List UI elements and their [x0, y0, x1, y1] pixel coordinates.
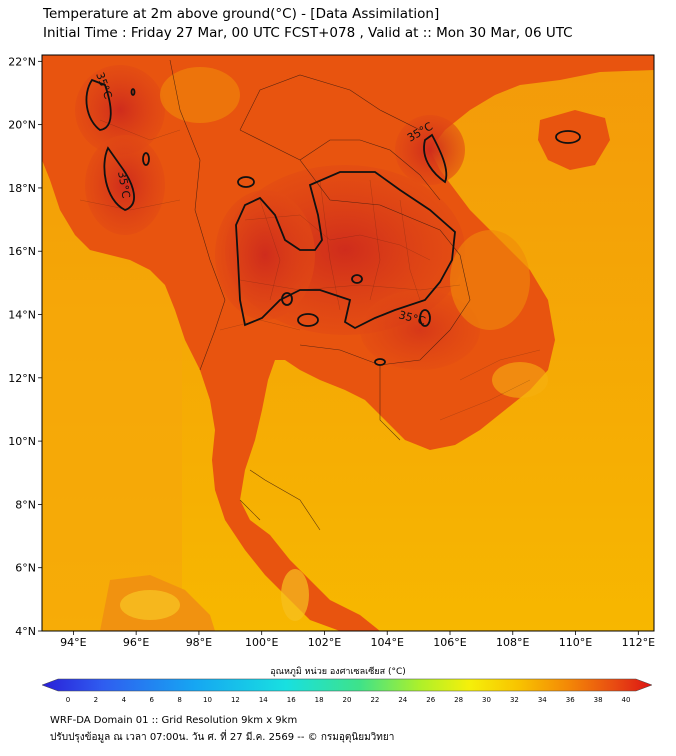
colorbar-tick-label: 18	[315, 696, 324, 704]
lon-tick-label: 110°E	[559, 636, 592, 649]
colorbar-tick-label: 12	[231, 696, 240, 704]
lon-tick-label: 112°E	[622, 636, 655, 649]
lon-tick-label: 94°E	[60, 636, 86, 649]
contour-35c	[85, 78, 581, 366]
colorbar-tick-label: 22	[370, 696, 379, 704]
lon-tick-label: 100°E	[245, 636, 278, 649]
lat-tick-label: 16°N	[8, 245, 36, 258]
lat-tick-label: 22°N	[8, 55, 36, 68]
lat-tick-label: 12°N	[8, 372, 36, 385]
colorbar-tick-label: 40	[622, 696, 631, 704]
lat-tick-label: 6°N	[15, 562, 36, 575]
lon-tick-label: 104°E	[371, 636, 404, 649]
lat-tick-label: 8°N	[15, 498, 36, 511]
lat-tick-label: 14°N	[8, 309, 36, 322]
colorbar-tick-label: 34	[538, 696, 547, 704]
colorbar-tick-label: 36	[566, 696, 575, 704]
lon-tick-label: 106°E	[433, 636, 466, 649]
colorbar-tick-label: 6	[149, 696, 154, 704]
lon-tick-label: 98°E	[186, 636, 212, 649]
colorbar-tick-label: 2	[94, 696, 98, 704]
colorbar-tick-label: 24	[398, 696, 407, 704]
map-frame	[41, 54, 655, 632]
contour-label: 35°C	[115, 170, 133, 199]
footer-update-info: ปรับปรุงข้อมูล ณ เวลา 07:00น. วัน ศ. ที่…	[50, 732, 395, 743]
colorbar-tick-label: 32	[510, 696, 519, 704]
lat-tick-label: 4°N	[15, 625, 36, 638]
colorbar-tick-label: 16	[287, 696, 296, 704]
lat-tick-label: 10°N	[8, 435, 36, 448]
temperature-map: 35°C 35°C 35°C 35°C 94°E 96°E 98°E 100°E 102…	[8, 54, 655, 704]
hainan	[538, 110, 610, 170]
colorbar-tick-label: 30	[482, 696, 491, 704]
lat-tick-label: 20°N	[8, 119, 36, 132]
landmass	[42, 55, 654, 631]
lon-tick-label: 108°E	[496, 636, 529, 649]
colorbar-tick-label: 4	[122, 696, 127, 704]
colorbar-tick-label: 8	[177, 696, 181, 704]
country-borders	[169, 59, 471, 531]
colorbar-tick-label: 38	[594, 696, 603, 704]
lat-tick-label: 18°N	[8, 182, 36, 195]
lon-tick-label: 96°E	[123, 636, 149, 649]
colorbar-tick-label: 10	[203, 696, 212, 704]
province-borders	[79, 119, 541, 421]
colorbar: 0 2 4 6 8 10 12 14 16 18 20 22 24 26 28 30 32 34 36 38 40	[41, 678, 653, 704]
colorbar-tick-label: 28	[454, 696, 463, 704]
colorbar-tick-label: 0	[66, 696, 70, 704]
colorbar-tick-label: 26	[426, 696, 435, 704]
footer-model-info: WRF-DA Domain 01 :: Grid Resolution 9km …	[50, 715, 298, 726]
latitude-axis: 4°N 6°N 8°N 10°N 12°N 14°N 16°N 18°N 20°N 22°N	[8, 55, 42, 638]
colorbar-tick-label: 20	[343, 696, 352, 704]
longitude-axis: 94°E 96°E 98°E 100°E 102°E 104°E 106°E 108°E 110…	[60, 631, 655, 649]
map-title: Temperature at 2m above ground(°C) - [Da…	[43, 6, 440, 22]
colorbar-tick-label: 14	[259, 696, 268, 704]
lon-tick-label: 102°E	[308, 636, 341, 649]
map-subtitle: Initial Time : Friday 27 Mar, 00 UTC FCS…	[43, 25, 573, 41]
colorbar-bar	[41, 678, 653, 692]
colorbar-label: อุณหภูมิ หน่วย องศาเซลเซียส (°C)	[270, 667, 406, 677]
